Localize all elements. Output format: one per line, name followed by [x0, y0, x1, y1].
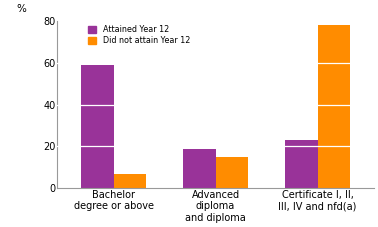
- Text: %: %: [16, 5, 26, 15]
- Bar: [318, 25, 350, 188]
- Bar: [215, 157, 248, 188]
- Legend: Attained Year 12, Did not attain Year 12: Attained Year 12, Did not attain Year 12: [87, 24, 192, 47]
- Bar: [183, 148, 215, 188]
- Bar: [81, 65, 113, 188]
- Bar: [113, 174, 146, 188]
- Bar: [285, 140, 318, 188]
